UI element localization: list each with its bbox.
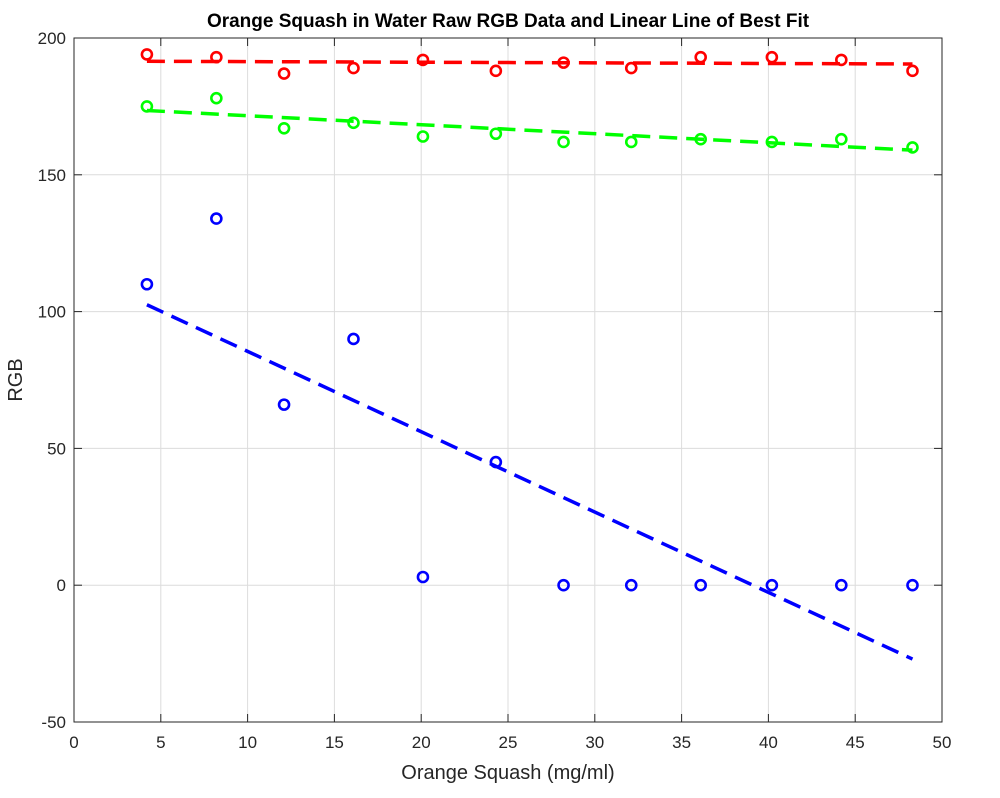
x-tick-label: 25	[499, 733, 518, 752]
data-point	[277, 398, 291, 411]
data-point	[416, 130, 430, 143]
data-point	[140, 48, 154, 61]
y-tick-label: 200	[38, 29, 66, 48]
data-point	[835, 53, 848, 67]
y-tick-label: 150	[38, 166, 66, 185]
x-tick-label: 50	[933, 733, 952, 752]
x-axis-label: Orange Squash (mg/ml)	[401, 762, 614, 784]
y-tick-label: -50	[41, 713, 66, 732]
series-layer	[140, 48, 919, 661]
data-point	[765, 578, 779, 592]
data-point	[347, 61, 360, 75]
x-tick-label: 20	[412, 733, 431, 752]
fit-line	[146, 303, 914, 661]
x-tick-label: 10	[238, 733, 257, 752]
data-point	[140, 277, 154, 291]
data-point	[277, 121, 291, 135]
data-point	[906, 64, 919, 78]
data-point	[906, 578, 919, 592]
data-point	[489, 127, 503, 141]
y-axis-label: RGB	[5, 358, 27, 401]
data-point	[557, 578, 570, 592]
data-point	[835, 132, 848, 146]
x-tick-label: 15	[325, 733, 344, 752]
series-2	[140, 212, 919, 661]
data-point	[694, 578, 707, 592]
data-point	[624, 61, 638, 75]
data-point	[210, 91, 223, 105]
chart-title: Orange Squash in Water Raw RGB Data and …	[207, 11, 810, 32]
series-1	[140, 91, 919, 154]
x-tick-label: 35	[672, 733, 691, 752]
data-point	[557, 135, 570, 149]
grid	[73, 37, 943, 723]
data-point	[489, 64, 503, 78]
data-point	[416, 570, 430, 584]
data-point	[277, 67, 291, 80]
y-tick-label: 0	[57, 576, 66, 595]
series-0	[140, 48, 919, 80]
data-point	[347, 116, 360, 130]
data-point	[906, 141, 919, 154]
y-tick-label: 50	[47, 439, 66, 458]
x-tick-label: 30	[585, 733, 604, 752]
fit-line	[146, 59, 913, 66]
x-tick-label: 45	[846, 733, 865, 752]
fit-line	[146, 108, 913, 152]
data-point	[347, 332, 360, 346]
x-tick-label: 0	[69, 733, 78, 752]
data-point	[694, 50, 707, 64]
data-point	[416, 53, 430, 67]
data-point	[624, 135, 638, 149]
y-tick-label: 100	[38, 303, 66, 322]
data-point	[624, 578, 638, 592]
x-tick-label: 5	[156, 733, 165, 752]
data-point	[835, 578, 848, 592]
data-point	[210, 212, 223, 225]
x-tick-label: 40	[759, 733, 778, 752]
